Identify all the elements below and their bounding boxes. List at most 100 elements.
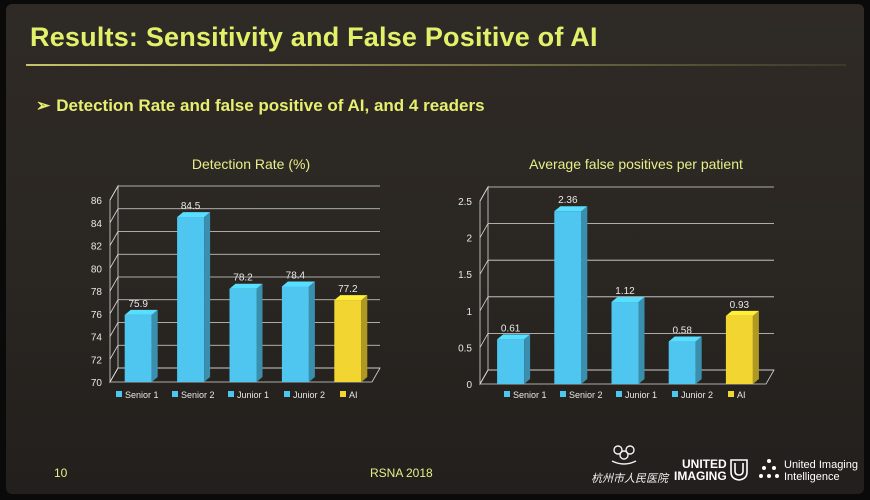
legend-swatch bbox=[728, 391, 734, 397]
y-tick-label: 86 bbox=[91, 196, 103, 207]
data-label: 0.93 bbox=[730, 300, 750, 311]
bar bbox=[497, 334, 531, 384]
bar-side bbox=[151, 309, 158, 382]
y-tick-label: 1.5 bbox=[458, 270, 472, 281]
detection-rate-chart-title: Detection Rate (%) bbox=[191, 156, 311, 172]
bar-front bbox=[229, 288, 257, 382]
bar bbox=[668, 336, 702, 384]
y-tick-label: 78 bbox=[91, 287, 103, 298]
y-tick-label: 2.5 bbox=[458, 197, 472, 208]
data-label: 78.4 bbox=[286, 270, 306, 281]
bar-side bbox=[256, 283, 263, 382]
gridline-depth bbox=[109, 322, 119, 337]
false-positive-chart-title: Average false positives per patient bbox=[529, 156, 743, 172]
legend-swatch bbox=[116, 391, 122, 397]
legend-label: AI bbox=[349, 390, 358, 400]
bar-front bbox=[611, 302, 639, 384]
slide: Results: Sensitivity and False Positive … bbox=[6, 4, 864, 494]
united-imaging-shield-icon bbox=[730, 459, 748, 481]
bar bbox=[554, 206, 588, 384]
bar bbox=[124, 309, 158, 382]
bar-top bbox=[611, 297, 645, 303]
united-imaging-line2: IMAGING bbox=[674, 469, 727, 483]
subtitle-text: Detection Rate and false positive of AI,… bbox=[56, 96, 485, 115]
legend-label: Senior 2 bbox=[181, 390, 215, 400]
bar bbox=[334, 295, 368, 382]
slide-subtitle: ➢ Detection Rate and false positive of AI… bbox=[36, 96, 485, 116]
bar-top bbox=[497, 334, 531, 340]
bar bbox=[281, 281, 315, 382]
gridline-depth bbox=[479, 186, 489, 202]
legend-swatch bbox=[340, 391, 346, 397]
y-tick-label: 72 bbox=[91, 355, 103, 366]
slide-title: Results: Sensitivity and False Positive … bbox=[30, 22, 598, 52]
hospital-logo: 杭州市人民医院 bbox=[591, 444, 668, 488]
bar-side bbox=[308, 281, 315, 382]
y-tick-label: 84 bbox=[91, 219, 103, 230]
legend-label: Junior 1 bbox=[625, 390, 657, 400]
legend-label: Junior 2 bbox=[293, 390, 325, 400]
bar-side bbox=[361, 295, 368, 382]
title-divider bbox=[26, 64, 846, 66]
arrow-bullet-icon: ➢ bbox=[36, 96, 51, 115]
legend-swatch bbox=[616, 391, 622, 397]
data-label: 0.61 bbox=[501, 323, 521, 334]
bar-front bbox=[334, 300, 362, 382]
bar bbox=[229, 283, 263, 382]
legend-label: AI bbox=[737, 390, 746, 400]
bar-top bbox=[725, 310, 759, 316]
gridline-depth bbox=[479, 223, 489, 238]
legend-swatch bbox=[172, 391, 178, 397]
conference-label: RSNA 2018 bbox=[370, 466, 433, 480]
hospital-logo-text: 杭州市人民医院 bbox=[591, 472, 668, 485]
legend-swatch bbox=[228, 391, 234, 397]
bar-side bbox=[752, 310, 759, 384]
detection-rate-chart: 70 72 74 76 78 80 82 84 86 75.9 84.5 78.2 78.4 77.2 Se… bbox=[91, 184, 381, 400]
gridline-depth bbox=[109, 208, 119, 223]
bar-top bbox=[668, 336, 702, 342]
data-label: 77.2 bbox=[338, 284, 358, 295]
legend-swatch bbox=[560, 391, 566, 397]
legend-label: Senior 1 bbox=[513, 390, 547, 400]
hospital-emblem-icon bbox=[611, 445, 637, 465]
gridline-depth bbox=[109, 276, 119, 292]
y-tick-label: 74 bbox=[91, 333, 103, 344]
gridline-depth bbox=[479, 296, 489, 311]
bar-front bbox=[668, 341, 696, 384]
legend-label: Senior 1 bbox=[125, 390, 159, 400]
bar bbox=[177, 212, 211, 382]
bar-top bbox=[124, 309, 158, 315]
bar-top bbox=[554, 206, 588, 212]
bar-top bbox=[229, 283, 263, 289]
data-label: 1.12 bbox=[615, 286, 635, 297]
bar-front bbox=[497, 339, 525, 384]
bar-front bbox=[177, 217, 205, 382]
gridline-depth bbox=[109, 231, 119, 246]
y-tick-label: 80 bbox=[91, 264, 103, 275]
y-tick-label: 0.5 bbox=[458, 343, 472, 354]
data-label: 78.2 bbox=[233, 273, 253, 284]
bar-side bbox=[638, 297, 645, 384]
y-tick-label: 76 bbox=[91, 310, 103, 321]
y-tick-label: 82 bbox=[91, 242, 103, 253]
y-tick-label: 0 bbox=[466, 380, 472, 391]
legend-swatch bbox=[504, 391, 510, 397]
false-positive-chart: 0 0.5 1 1.5 2 2.5 0.61 2.36 1.12 0.58 0.93 Senior 1… bbox=[458, 185, 775, 400]
bar-top bbox=[281, 281, 315, 287]
bar bbox=[611, 297, 645, 384]
legend-label: Junior 2 bbox=[681, 390, 713, 400]
united-imaging-logo: UNITED IMAGING bbox=[674, 458, 727, 482]
bar-top bbox=[177, 212, 211, 218]
data-label: 75.9 bbox=[128, 299, 148, 310]
bar-front bbox=[554, 211, 582, 384]
intelligence-line2: Intelligence bbox=[784, 471, 840, 483]
gridline-depth bbox=[479, 260, 489, 275]
chart-side-wall bbox=[479, 185, 489, 386]
y-tick-label: 70 bbox=[91, 378, 103, 389]
y-tick-label: 1 bbox=[466, 307, 472, 318]
legend-swatch bbox=[284, 391, 290, 397]
united-imaging-intelligence-logo: United Imaging Intelligence bbox=[784, 459, 858, 483]
bar-front bbox=[281, 286, 309, 382]
intelligence-line1: United Imaging bbox=[784, 459, 858, 471]
bar-side bbox=[204, 212, 211, 382]
